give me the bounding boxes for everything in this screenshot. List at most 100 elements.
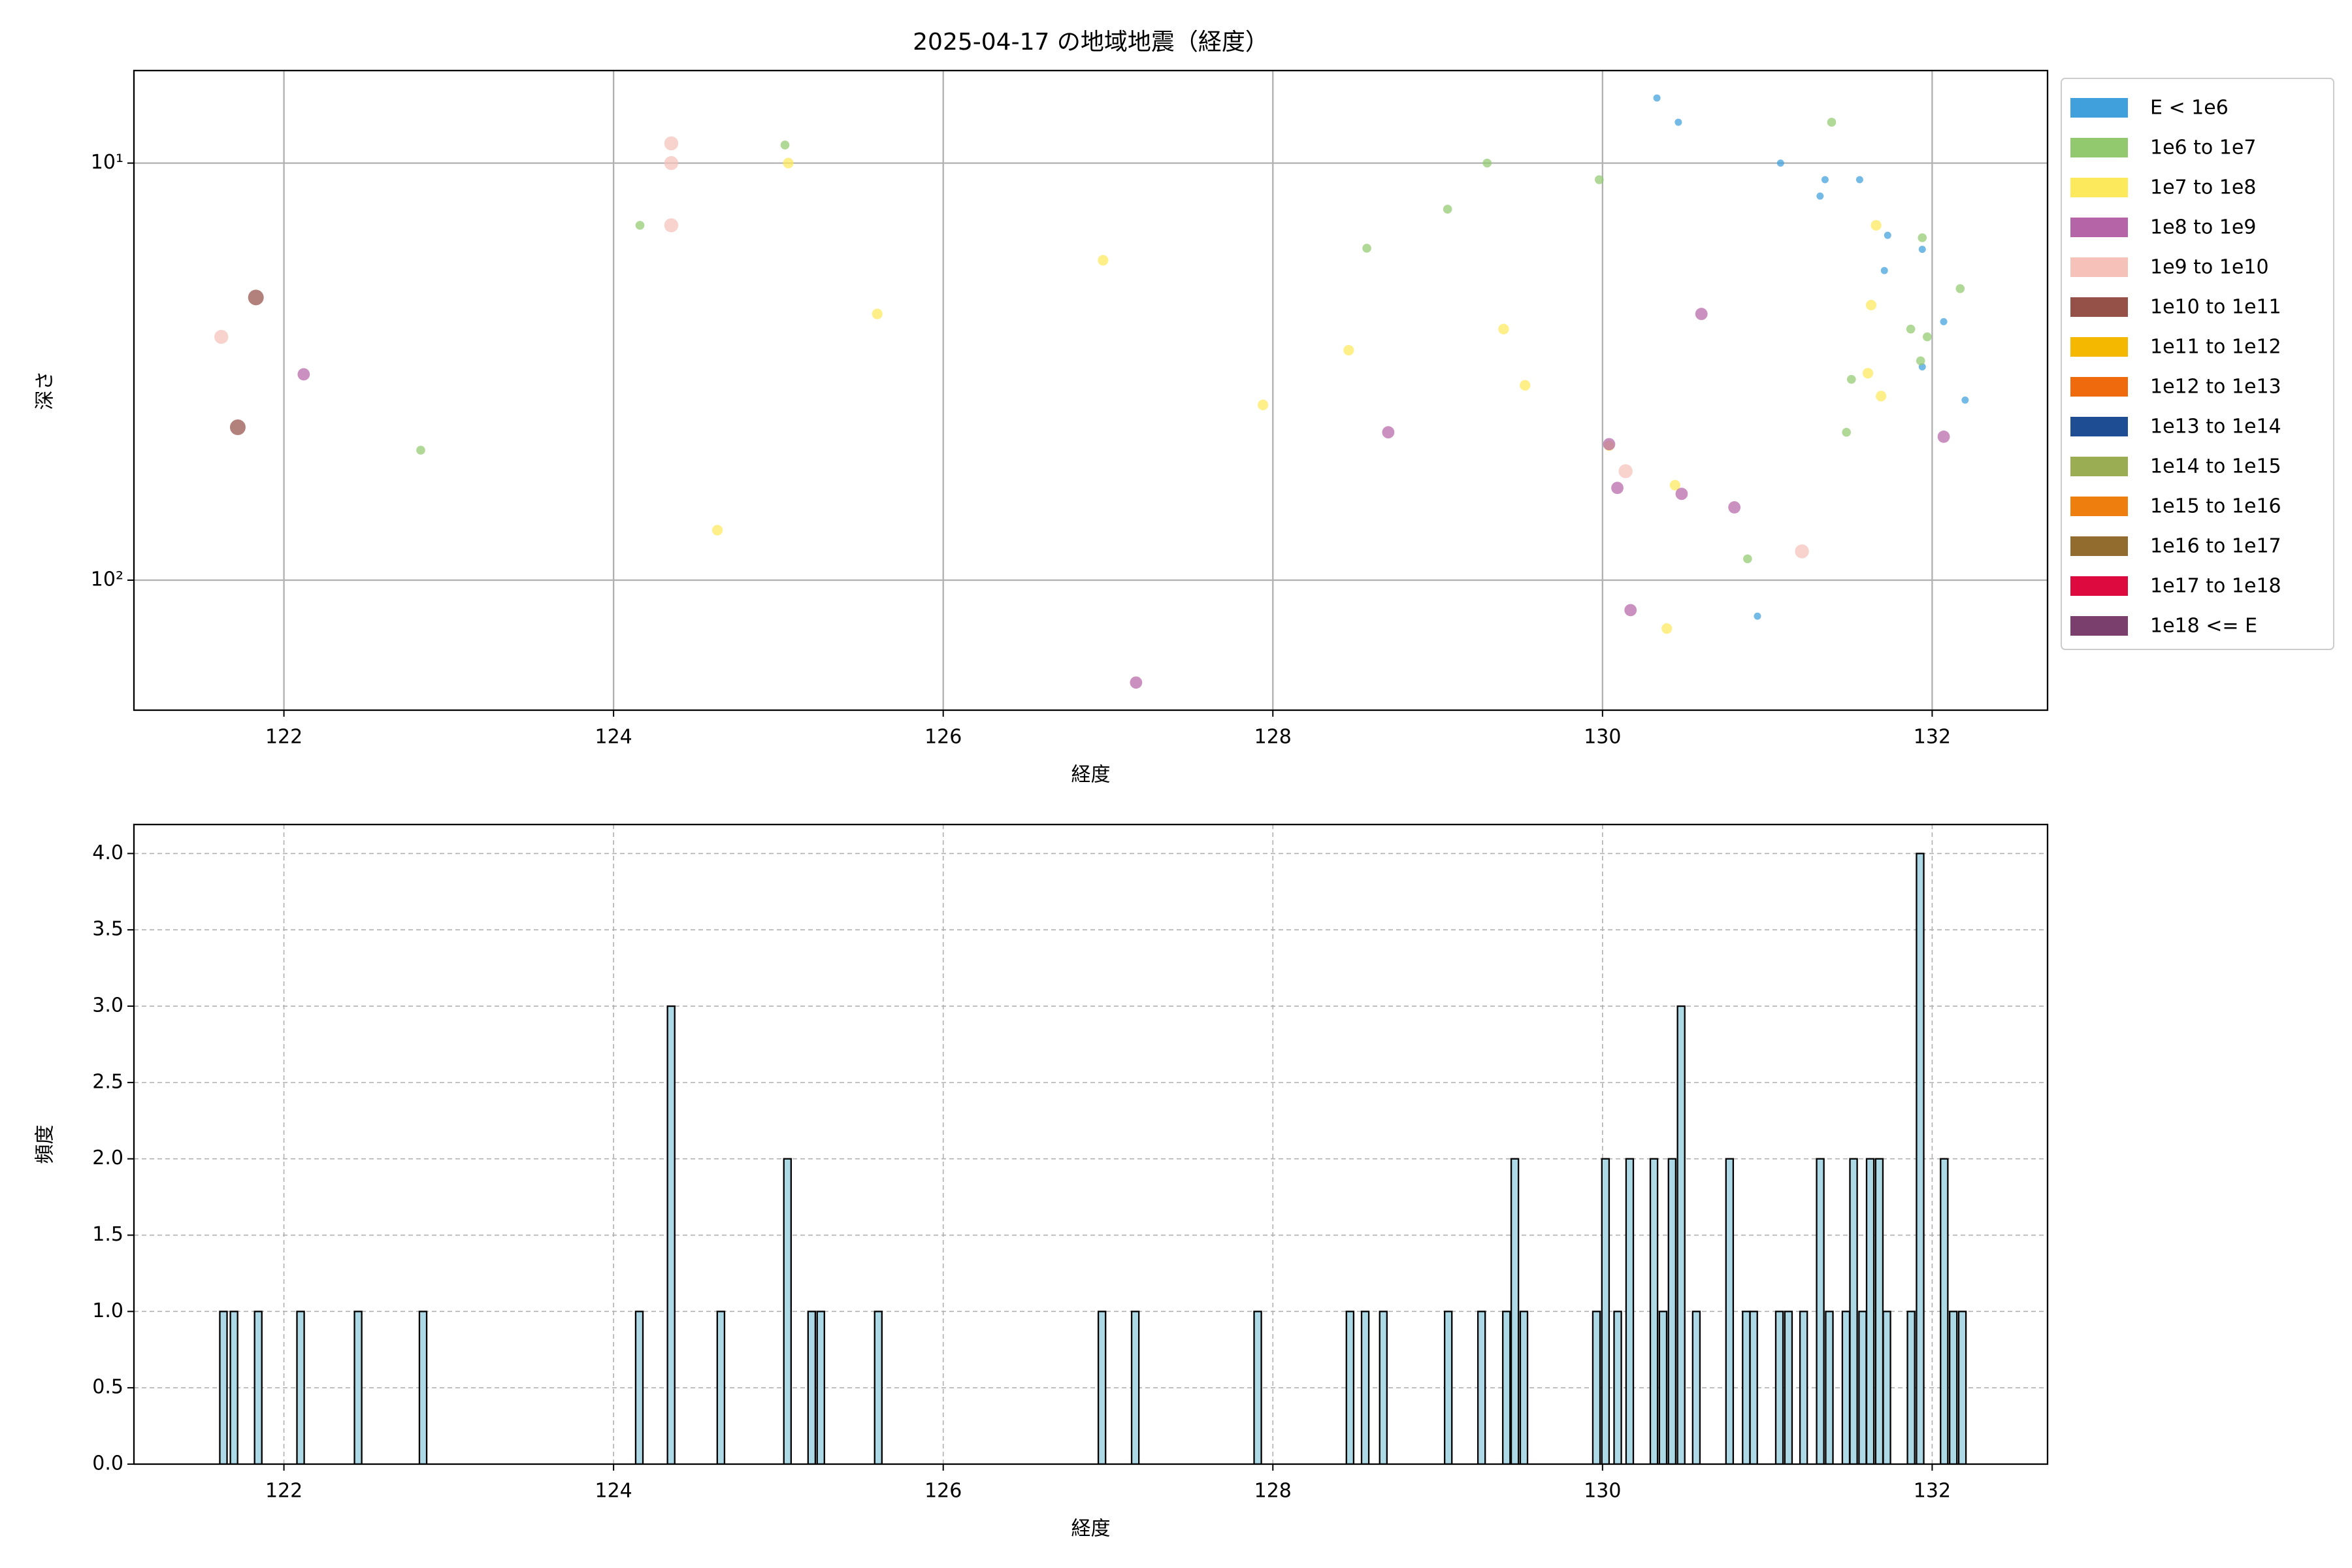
y-tick-label: 2.5 bbox=[92, 1070, 123, 1093]
legend-swatch bbox=[2070, 377, 2128, 397]
point bbox=[1618, 464, 1633, 478]
legend-label: 1e6 to 1e7 bbox=[2150, 137, 2256, 159]
y-tick-label: 1.0 bbox=[92, 1299, 123, 1322]
point bbox=[1855, 176, 1863, 184]
point bbox=[1695, 308, 1708, 320]
x-tick-label: 126 bbox=[924, 1480, 962, 1503]
x-tick-label: 130 bbox=[1584, 726, 1621, 749]
legend-swatch bbox=[2070, 178, 2128, 197]
x-tick-label: 122 bbox=[265, 726, 302, 749]
bar bbox=[1916, 853, 1925, 1464]
legend-label: 1e18 <= E bbox=[2150, 615, 2257, 638]
bar bbox=[1360, 1311, 1370, 1464]
legend-swatch bbox=[2070, 337, 2128, 357]
point bbox=[1258, 399, 1269, 410]
legend-label: 1e15 to 1e16 bbox=[2150, 495, 2281, 518]
legend-label: 1e17 to 1e18 bbox=[2150, 575, 2281, 598]
bar bbox=[1882, 1311, 1891, 1464]
bar bbox=[1253, 1311, 1262, 1464]
legend-swatch bbox=[2070, 138, 2128, 157]
bar bbox=[418, 1311, 428, 1464]
point bbox=[1795, 544, 1809, 559]
bar bbox=[1477, 1311, 1486, 1464]
point bbox=[1827, 118, 1837, 127]
point bbox=[1675, 487, 1688, 500]
x-tick-label: 124 bbox=[595, 726, 632, 749]
x-tick-label: 130 bbox=[1584, 1480, 1621, 1503]
bar bbox=[1858, 1311, 1867, 1464]
point bbox=[635, 221, 645, 230]
legend-label: 1e14 to 1e15 bbox=[2150, 455, 2281, 478]
y-tick-label: 3.0 bbox=[92, 994, 123, 1017]
legend-swatch bbox=[2070, 218, 2128, 237]
bar bbox=[1784, 1311, 1793, 1464]
bar bbox=[666, 1005, 676, 1464]
bar bbox=[1865, 1158, 1875, 1464]
legend-swatch bbox=[2070, 576, 2128, 596]
bar bbox=[1774, 1311, 1784, 1464]
legend-swatch bbox=[2070, 457, 2128, 476]
point bbox=[1884, 231, 1891, 239]
bar bbox=[1874, 1158, 1884, 1464]
point bbox=[1940, 318, 1948, 325]
x-tick-label: 124 bbox=[595, 1480, 632, 1503]
bar bbox=[1841, 1311, 1851, 1464]
x-axis-label: 経度 bbox=[1071, 1518, 1111, 1541]
point bbox=[1865, 299, 1877, 311]
axes-frame bbox=[133, 69, 2049, 711]
point bbox=[1918, 233, 1927, 242]
bar bbox=[1799, 1311, 1808, 1464]
point bbox=[1669, 480, 1680, 491]
point bbox=[711, 525, 723, 536]
legend-label: E < 1e6 bbox=[2150, 97, 2229, 120]
bar bbox=[1592, 1311, 1601, 1464]
point bbox=[1918, 246, 1926, 253]
point bbox=[1923, 332, 1932, 342]
bar bbox=[1130, 1311, 1140, 1464]
point bbox=[1955, 284, 1965, 293]
legend-box bbox=[2061, 78, 2334, 650]
legend-label: 1e12 to 1e13 bbox=[2150, 376, 2281, 399]
point bbox=[1816, 192, 1824, 200]
chart-title: 2025-04-17 の地域地震（経度） bbox=[913, 29, 1269, 56]
bar bbox=[353, 1311, 363, 1464]
bar bbox=[1676, 1005, 1686, 1464]
y-tick-label: 10² bbox=[91, 568, 123, 591]
point bbox=[1776, 159, 1784, 167]
bar bbox=[783, 1158, 792, 1464]
bar bbox=[1742, 1311, 1751, 1464]
legend-swatch bbox=[2070, 297, 2128, 317]
bar bbox=[1948, 1311, 1958, 1464]
legend-swatch bbox=[2070, 257, 2128, 277]
point bbox=[1842, 427, 1852, 437]
bar bbox=[1658, 1311, 1668, 1464]
y-axis-label: 深さ bbox=[34, 371, 57, 410]
y-tick-label: 4.0 bbox=[92, 841, 123, 864]
bar bbox=[1749, 1311, 1758, 1464]
y-tick-label: 0.0 bbox=[92, 1452, 123, 1475]
point bbox=[872, 308, 883, 319]
point bbox=[1130, 676, 1143, 689]
point bbox=[1098, 255, 1109, 266]
point bbox=[1821, 176, 1829, 184]
legend-label: 1e7 to 1e8 bbox=[2150, 176, 2256, 199]
point bbox=[1382, 426, 1395, 439]
bar bbox=[253, 1311, 263, 1464]
y-tick-label: 3.5 bbox=[92, 918, 123, 941]
bar bbox=[1613, 1311, 1622, 1464]
point bbox=[1674, 118, 1682, 126]
legend-swatch bbox=[2070, 98, 2128, 118]
y-tick-label: 2.0 bbox=[92, 1147, 123, 1169]
bar bbox=[1345, 1311, 1355, 1464]
point bbox=[1880, 267, 1888, 274]
point bbox=[1728, 501, 1741, 514]
legend-label: 1e10 to 1e11 bbox=[2150, 296, 2281, 319]
bar bbox=[1667, 1158, 1677, 1464]
point bbox=[783, 157, 794, 169]
legend-swatch bbox=[2070, 417, 2128, 436]
y-tick-label: 1.5 bbox=[92, 1223, 123, 1246]
point bbox=[664, 218, 679, 233]
legend-label: 1e11 to 1e12 bbox=[2150, 336, 2281, 359]
